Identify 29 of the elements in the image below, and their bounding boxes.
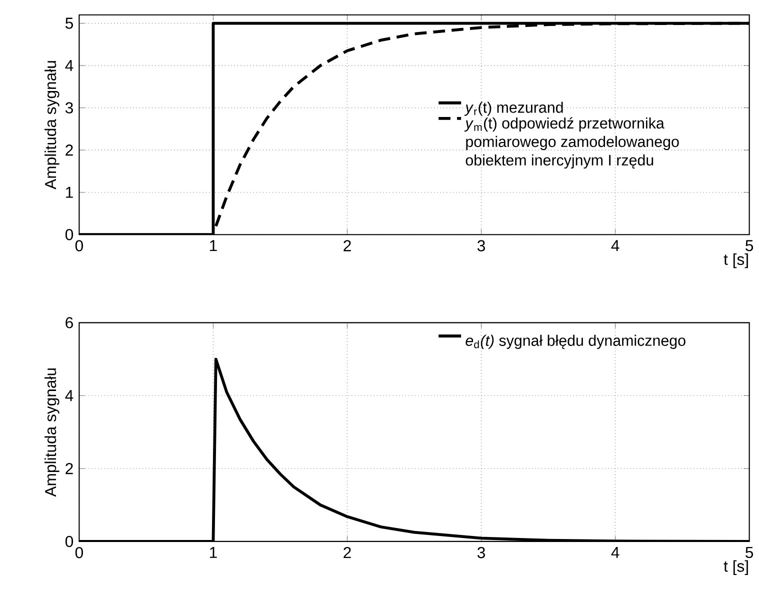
y-tick-label: 3 (65, 102, 73, 114)
y-tick-label: 0 (65, 229, 74, 240)
x-tick-label: 4 (611, 547, 620, 558)
x-tick-label: 2 (344, 547, 351, 558)
x-axis-title: t [s] (724, 253, 748, 268)
y-tick-label: 4 (65, 390, 74, 402)
x-tick-label: 3 (477, 547, 485, 558)
x-tick-label: 2 (344, 240, 351, 252)
y-tick-label: 5 (65, 18, 73, 29)
legend-label: e$_{d}$(t) sygnał błędu dynamicznego (466, 334, 686, 350)
x-tick-label: 3 (477, 240, 485, 252)
y-axis-title: Amplituda sygnału (44, 61, 60, 190)
legend-label: y$_{m}$(t) odpowiedź przetwornika pomiarowego zamodelowanego obiektem inercyjnym I rzędu (464, 117, 679, 169)
x-tick-label: 4 (611, 240, 620, 252)
y-tick-label: 0 (65, 536, 74, 548)
x-axis-title: t [s] (724, 560, 748, 576)
y-tick-label: 4 (65, 60, 74, 72)
x-tick-label: 1 (210, 240, 217, 252)
x-tick-label: 5 (746, 240, 754, 252)
x-tick-label: 5 (746, 547, 754, 558)
x-tick-label: 0 (75, 547, 83, 558)
y-tick-label: 6 (66, 317, 73, 328)
y-axis-title: Amplituda sygnału (44, 368, 60, 497)
y-tick-label: 2 (66, 144, 73, 156)
x-tick-label: 1 (210, 547, 217, 558)
y-tick-label: 1 (66, 186, 73, 198)
x-tick-label: 0 (75, 240, 83, 252)
y-tick-label: 2 (66, 463, 73, 474)
legend-label: y$_{r}$(t) mezurand (464, 102, 563, 116)
